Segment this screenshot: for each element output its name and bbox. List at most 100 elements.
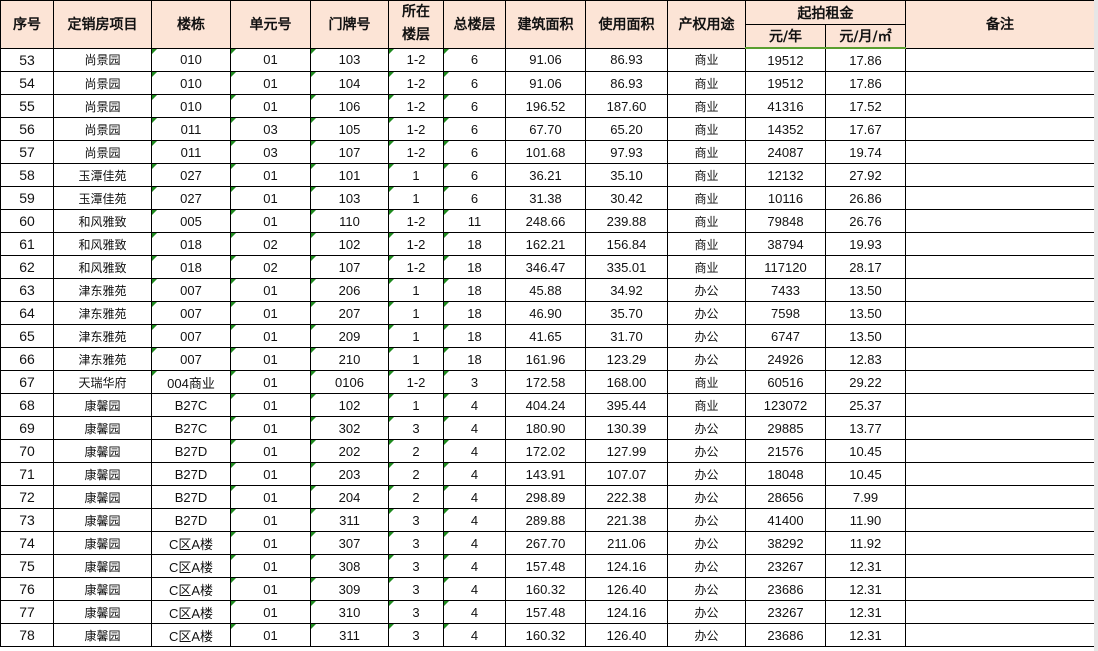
cell-build-area[interactable]: 346.47 bbox=[505, 255, 586, 279]
cell-build-area[interactable]: 180.90 bbox=[505, 416, 586, 440]
cell-floor[interactable]: 2 bbox=[388, 485, 444, 509]
cell-remark[interactable] bbox=[905, 301, 1095, 325]
cell-seq[interactable]: 70 bbox=[0, 439, 54, 463]
cell-project[interactable]: 玉潭佳苑 bbox=[53, 186, 152, 210]
cell-rent-month[interactable]: 10.45 bbox=[825, 462, 906, 486]
cell-building[interactable]: C区A楼 bbox=[151, 531, 231, 555]
cell-rent-year[interactable]: 38292 bbox=[745, 531, 826, 555]
cell-rent-year[interactable]: 24926 bbox=[745, 347, 826, 371]
cell-rent-year[interactable]: 41316 bbox=[745, 94, 826, 118]
cell-rent-month[interactable]: 13.50 bbox=[825, 301, 906, 325]
cell-usage[interactable]: 办公 bbox=[667, 623, 746, 647]
cell-rent-month[interactable]: 25.37 bbox=[825, 393, 906, 417]
cell-remark[interactable] bbox=[905, 47, 1095, 72]
cell-rent-year[interactable]: 60516 bbox=[745, 370, 826, 394]
cell-usage[interactable]: 办公 bbox=[667, 531, 746, 555]
cell-unit[interactable]: 01 bbox=[230, 531, 311, 555]
cell-floor[interactable]: 1 bbox=[388, 163, 444, 187]
cell-remark[interactable] bbox=[905, 255, 1095, 279]
cell-total-floors[interactable]: 4 bbox=[443, 416, 506, 440]
cell-door[interactable]: 311 bbox=[310, 508, 389, 532]
cell-building[interactable]: 027 bbox=[151, 163, 231, 187]
cell-door[interactable]: 103 bbox=[310, 186, 389, 210]
cell-rent-month[interactable]: 7.99 bbox=[825, 485, 906, 509]
cell-seq[interactable]: 58 bbox=[0, 163, 54, 187]
cell-project[interactable]: 康馨园 bbox=[53, 439, 152, 463]
cell-rent-month[interactable]: 27.92 bbox=[825, 163, 906, 187]
cell-build-area[interactable]: 91.06 bbox=[505, 47, 586, 72]
cell-rent-year[interactable]: 117120 bbox=[745, 255, 826, 279]
cell-build-area[interactable]: 161.96 bbox=[505, 347, 586, 371]
cell-building[interactable]: C区A楼 bbox=[151, 600, 231, 624]
cell-building[interactable]: B27D bbox=[151, 439, 231, 463]
cell-build-area[interactable]: 157.48 bbox=[505, 600, 586, 624]
cell-remark[interactable] bbox=[905, 393, 1095, 417]
cell-project[interactable]: 康馨园 bbox=[53, 623, 152, 647]
header-remark[interactable]: 备注 bbox=[905, 0, 1095, 49]
cell-use-area[interactable]: 126.40 bbox=[585, 623, 668, 647]
cell-seq[interactable]: 60 bbox=[0, 209, 54, 233]
cell-project[interactable]: 康馨园 bbox=[53, 508, 152, 532]
cell-unit[interactable]: 01 bbox=[230, 94, 311, 118]
cell-build-area[interactable]: 91.06 bbox=[505, 71, 586, 95]
cell-build-area[interactable]: 31.38 bbox=[505, 186, 586, 210]
cell-seq[interactable]: 72 bbox=[0, 485, 54, 509]
cell-building[interactable]: 004商业 bbox=[151, 370, 231, 394]
cell-door[interactable]: 105 bbox=[310, 117, 389, 141]
cell-project[interactable]: 尚景园 bbox=[53, 71, 152, 95]
cell-unit[interactable]: 01 bbox=[230, 439, 311, 463]
cell-unit[interactable]: 01 bbox=[230, 600, 311, 624]
cell-use-area[interactable]: 107.07 bbox=[585, 462, 668, 486]
cell-door[interactable]: 102 bbox=[310, 393, 389, 417]
cell-unit[interactable]: 02 bbox=[230, 255, 311, 279]
cell-unit[interactable]: 01 bbox=[230, 554, 311, 578]
cell-rent-year[interactable]: 123072 bbox=[745, 393, 826, 417]
cell-unit[interactable]: 01 bbox=[230, 324, 311, 348]
cell-total-floors[interactable]: 18 bbox=[443, 301, 506, 325]
cell-use-area[interactable]: 187.60 bbox=[585, 94, 668, 118]
cell-door[interactable]: 102 bbox=[310, 232, 389, 256]
cell-usage[interactable]: 商业 bbox=[667, 209, 746, 233]
cell-build-area[interactable]: 46.90 bbox=[505, 301, 586, 325]
cell-floor[interactable]: 3 bbox=[388, 554, 444, 578]
cell-rent-month[interactable]: 26.76 bbox=[825, 209, 906, 233]
cell-build-area[interactable]: 404.24 bbox=[505, 393, 586, 417]
cell-unit[interactable]: 01 bbox=[230, 347, 311, 371]
cell-floor[interactable]: 1-2 bbox=[388, 117, 444, 141]
cell-seq[interactable]: 65 bbox=[0, 324, 54, 348]
cell-usage[interactable]: 办公 bbox=[667, 462, 746, 486]
cell-floor[interactable]: 1 bbox=[388, 278, 444, 302]
cell-rent-year[interactable]: 19512 bbox=[745, 71, 826, 95]
cell-rent-year[interactable]: 23267 bbox=[745, 554, 826, 578]
cell-rent-month[interactable]: 13.50 bbox=[825, 324, 906, 348]
cell-building[interactable]: 011 bbox=[151, 140, 231, 164]
cell-seq[interactable]: 57 bbox=[0, 140, 54, 164]
cell-door[interactable]: 204 bbox=[310, 485, 389, 509]
cell-building[interactable]: B27C bbox=[151, 416, 231, 440]
cell-usage[interactable]: 商业 bbox=[667, 71, 746, 95]
cell-building[interactable]: 007 bbox=[151, 324, 231, 348]
cell-floor[interactable]: 2 bbox=[388, 439, 444, 463]
cell-door[interactable]: 203 bbox=[310, 462, 389, 486]
header-rent-month[interactable]: 元/月/㎡ bbox=[825, 24, 906, 49]
cell-project[interactable]: 津东雅苑 bbox=[53, 301, 152, 325]
cell-use-area[interactable]: 127.99 bbox=[585, 439, 668, 463]
cell-remark[interactable] bbox=[905, 600, 1095, 624]
cell-build-area[interactable]: 157.48 bbox=[505, 554, 586, 578]
cell-unit[interactable]: 01 bbox=[230, 301, 311, 325]
cell-unit[interactable]: 01 bbox=[230, 485, 311, 509]
cell-usage[interactable]: 商业 bbox=[667, 186, 746, 210]
cell-seq[interactable]: 54 bbox=[0, 71, 54, 95]
cell-door[interactable]: 103 bbox=[310, 47, 389, 72]
cell-seq[interactable]: 74 bbox=[0, 531, 54, 555]
cell-door[interactable]: 106 bbox=[310, 94, 389, 118]
cell-rent-month[interactable]: 12.83 bbox=[825, 347, 906, 371]
cell-rent-year[interactable]: 18048 bbox=[745, 462, 826, 486]
cell-building[interactable]: B27C bbox=[151, 393, 231, 417]
cell-floor[interactable]: 1 bbox=[388, 347, 444, 371]
cell-remark[interactable] bbox=[905, 232, 1095, 256]
cell-rent-month[interactable]: 17.67 bbox=[825, 117, 906, 141]
cell-rent-year[interactable]: 19512 bbox=[745, 47, 826, 72]
cell-seq[interactable]: 62 bbox=[0, 255, 54, 279]
cell-door[interactable]: 310 bbox=[310, 600, 389, 624]
